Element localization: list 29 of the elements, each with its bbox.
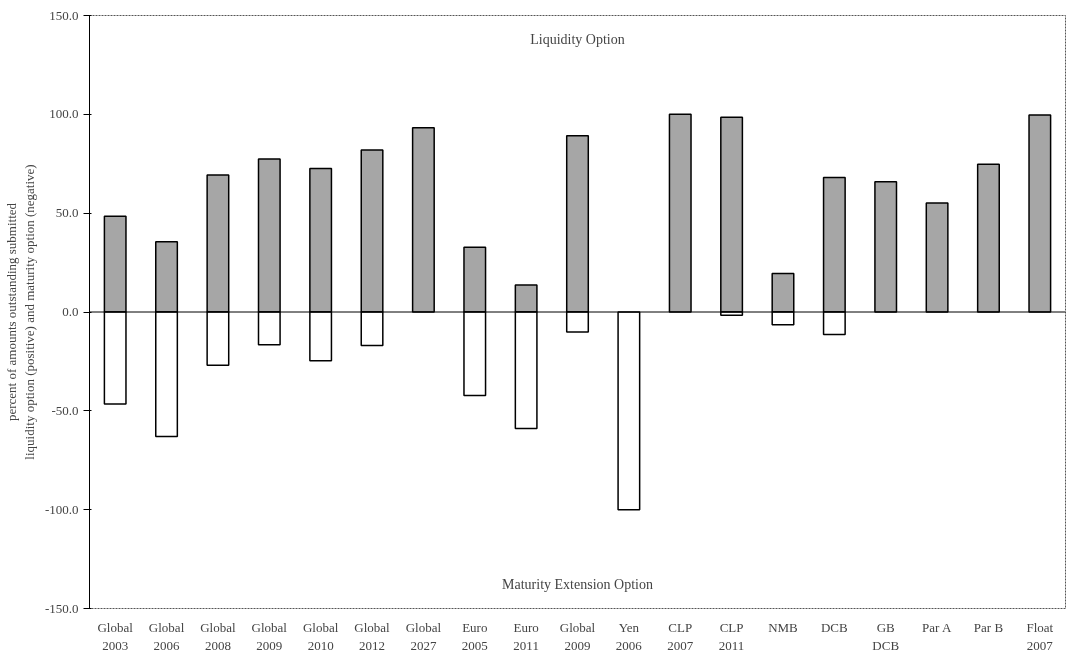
annotation: Liquidity Option [530, 31, 625, 47]
y-tick-label: 100.0 [49, 106, 79, 122]
y-tick-label: 0.0 [62, 304, 79, 319]
y-tick-label: 150.0 [49, 7, 79, 23]
x-tick-label: Global 2003 [97, 619, 134, 653]
x-tick-label: Global 2009 [251, 619, 288, 653]
y-tick-label: -100.0 [44, 501, 79, 517]
x-tick-label: Global 2008 [200, 619, 236, 653]
x-tick-label: Euro 2005 [461, 619, 488, 653]
y-axis-title: percent of amounts outstanding submitted liquidity option (positive) and maturity option (negative) [3, 164, 37, 460]
x-tick-label: Euro 2011 [513, 619, 539, 653]
x-tick-label: DCB [820, 619, 849, 635]
x-tick-label: Par B [973, 619, 1004, 635]
x-tick-label: Global 2027 [405, 619, 442, 653]
x-tick-label: GB DCB [872, 619, 900, 653]
x-tick-label: NMB [768, 619, 799, 635]
y-tick-label: 50.0 [55, 205, 79, 221]
x-tick-label: CLP 2007 [667, 619, 694, 653]
x-tick-label: Float 2007 [1026, 619, 1054, 653]
x-tick-label: Global 2010 [302, 619, 339, 653]
x-tick-label: Global 2012 [354, 619, 391, 653]
x-tick-label: Par A [922, 619, 952, 635]
x-tick-label: Global 2006 [148, 619, 185, 653]
x-tick-label: Yen 2006 [615, 619, 643, 653]
y-tick-label: -150.0 [44, 600, 79, 616]
y-tick-label: -50.0 [51, 402, 79, 418]
x-tick-label: Global 2009 [559, 619, 596, 653]
annotation: Maturity Extension Option [502, 577, 653, 593]
x-tick-label: CLP 2011 [718, 619, 745, 653]
